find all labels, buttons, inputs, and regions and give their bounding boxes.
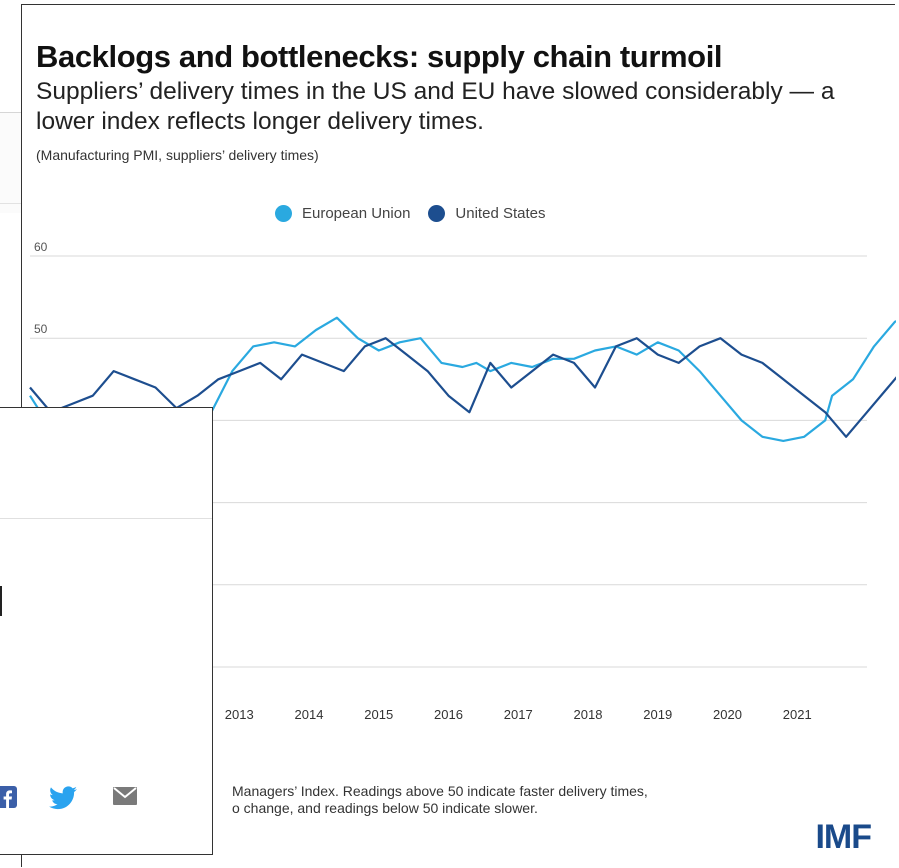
x-tick-label: 2014 [295, 707, 324, 722]
share-panel [0, 407, 213, 855]
chart-legend: European Union United States [275, 205, 545, 222]
legend-swatch-eu [275, 205, 292, 222]
chart-card: Backlogs and bottlenecks: supply chain t… [21, 4, 896, 867]
facebook-icon[interactable] [0, 786, 17, 808]
series-line-eu [29, 316, 896, 442]
chart-footnote: Managers’ Index. Readings above 50 indic… [232, 783, 852, 817]
chart-subtitle: Suppliers’ delivery times in the US and … [36, 78, 835, 135]
chart-note: (Manufacturing PMI, suppliers’ delivery … [36, 147, 319, 163]
y-tick-label: 50 [34, 322, 48, 336]
chart-title: Backlogs and bottlenecks: supply chain t… [36, 39, 723, 74]
footnote-line-2: o change, and readings below 50 indicate… [232, 800, 538, 816]
x-tick-label: 2017 [504, 707, 533, 722]
x-tick-label: 2018 [574, 707, 603, 722]
legend-item-eu: European Union [275, 205, 410, 222]
legend-label-eu: European Union [302, 205, 411, 222]
x-tick-label: 2013 [225, 707, 254, 722]
x-tick-label: 2016 [434, 707, 463, 722]
imf-logo: IMF [815, 818, 872, 856]
panel-marker [0, 586, 2, 616]
legend-item-us: United States [428, 205, 545, 222]
twitter-icon[interactable] [49, 786, 77, 810]
panel-divider [0, 518, 212, 519]
legend-swatch-us [428, 205, 446, 222]
x-tick-label: 2015 [364, 707, 393, 722]
legend-label-us: United States [455, 205, 546, 222]
x-tick-label: 2021 [783, 707, 812, 722]
footnote-line-1: Managers’ Index. Readings above 50 indic… [232, 783, 648, 799]
x-tick-label: 2020 [713, 707, 742, 722]
email-icon[interactable] [113, 786, 137, 806]
series-line-us [29, 337, 896, 438]
x-tick-label: 2019 [643, 707, 672, 722]
y-tick-label: 60 [34, 240, 48, 254]
